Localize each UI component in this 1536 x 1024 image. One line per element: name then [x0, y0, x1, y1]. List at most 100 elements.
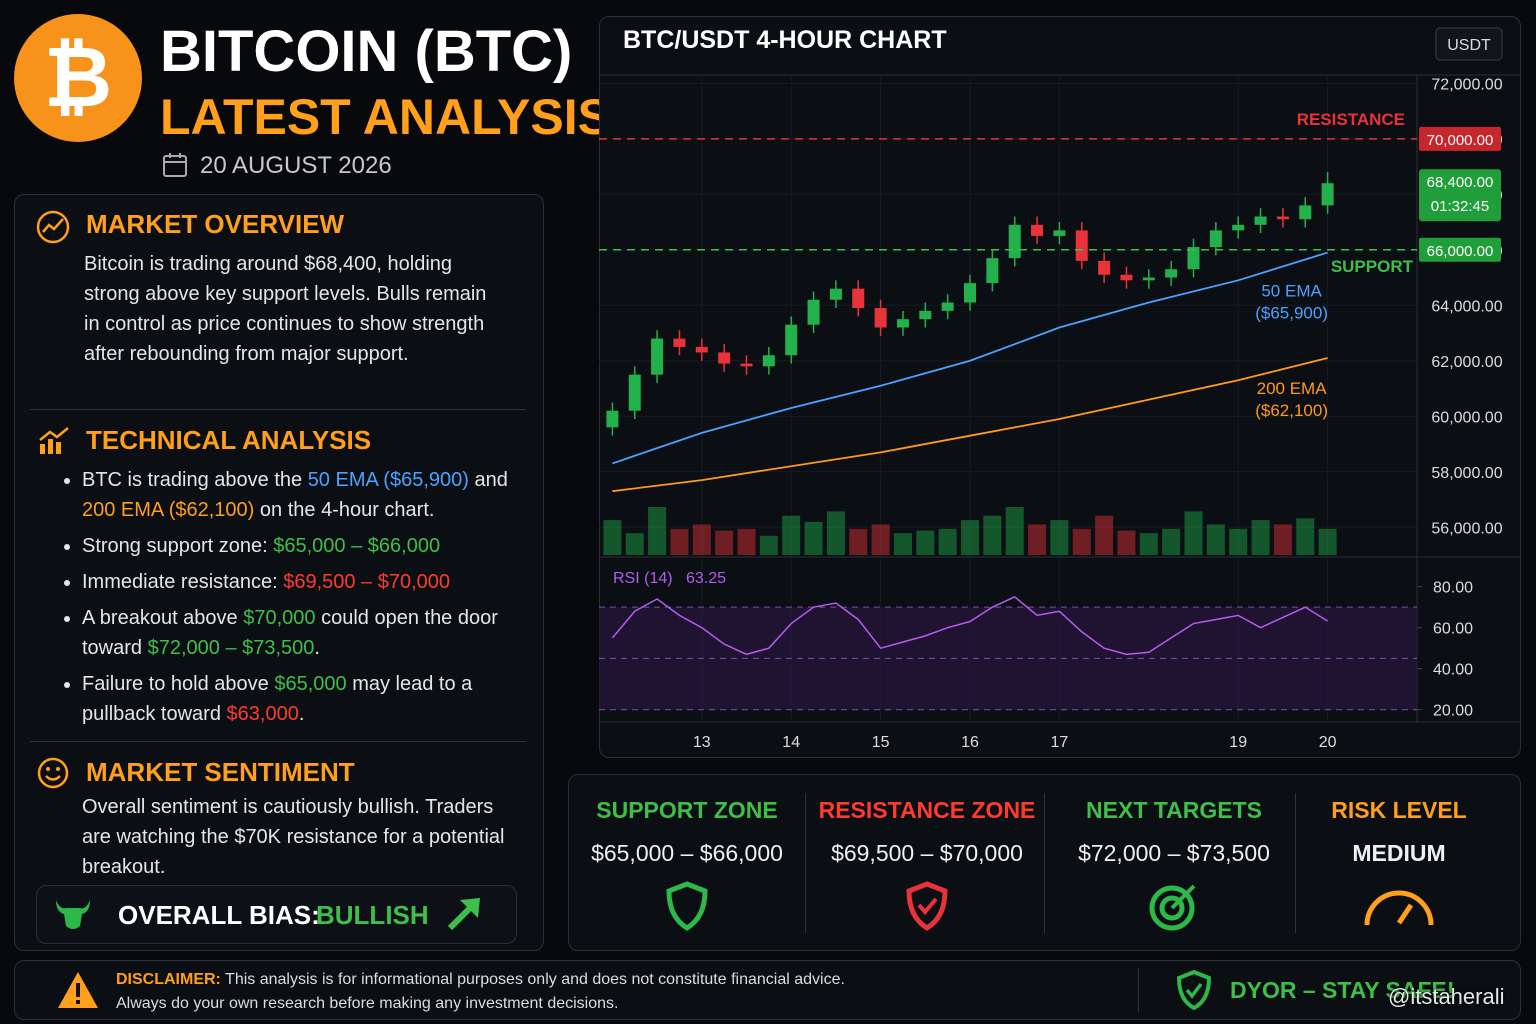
stat-value: $72,000 – $73,500	[1078, 840, 1270, 866]
volume-bar	[1095, 515, 1114, 555]
bullet: Strong support zone: $65,000 – $66,000	[82, 531, 537, 561]
disclaimer-label: DISCLAIMER:	[116, 971, 221, 988]
bullet: Failure to hold above $65,000 may lead t…	[82, 669, 537, 729]
x-tick-label: 19	[1229, 734, 1247, 751]
ema-label: 200 EMA	[1257, 379, 1328, 398]
bullet: Immediate resistance: $69,500 – $70,000	[82, 567, 537, 597]
bullet-text: Failure to hold above	[82, 673, 275, 695]
stat-title: RISK LEVEL	[1331, 797, 1467, 823]
candle-body	[829, 288, 842, 300]
volume-bar	[670, 528, 689, 555]
rsi-label: RSI (14)	[613, 570, 673, 587]
bullet-text: could open the door toward	[82, 607, 504, 659]
bullet-text: Immediate resistance:	[82, 571, 284, 593]
rsi-tick-label: 60.00	[1433, 621, 1473, 638]
volume-bar	[849, 528, 868, 555]
price-tag-label: 68,400.00	[1427, 174, 1494, 191]
title: BITCOIN (BTC)	[160, 19, 573, 84]
overview-icon	[36, 210, 70, 244]
stats-panel: SUPPORT ZONE $65,000 – $66,000 RESISTANCE…	[568, 774, 1521, 951]
candle-body	[606, 410, 619, 428]
ema-value: ($62,100)	[1255, 401, 1328, 420]
candle-body	[740, 363, 753, 367]
y-tick-label: 56,000.00	[1431, 520, 1502, 537]
rsi-tick-label: 20.00	[1433, 703, 1473, 720]
candle-body	[651, 338, 664, 375]
volume-bar	[1072, 528, 1091, 555]
candle-body	[628, 374, 641, 411]
stat-card: NEXT TARGETS $72,000 – $73,500	[1056, 775, 1292, 951]
chart-title: BTC/USDT 4-HOUR CHART	[623, 26, 947, 54]
volume-bar	[804, 521, 823, 555]
candle-body	[1165, 269, 1178, 278]
candle-body	[1098, 260, 1111, 275]
stat-title: SUPPORT ZONE	[596, 797, 778, 823]
stat-value: $65,000 – $66,000	[591, 840, 783, 866]
candle-body	[1120, 274, 1133, 281]
candle-body	[718, 352, 731, 364]
shield-icon	[1176, 970, 1212, 1010]
y-tick-label: 72,000.00	[1431, 76, 1502, 93]
x-tick-label: 15	[872, 734, 890, 751]
separator	[1044, 793, 1045, 933]
candle-body	[1031, 224, 1044, 236]
volume-bar	[961, 520, 980, 555]
price-countdown: 01:32:45	[1431, 198, 1489, 215]
x-tick-label: 13	[693, 734, 711, 751]
bullet-text: A breakout above	[82, 607, 244, 629]
date: 20 AUGUST 2026	[200, 152, 392, 179]
dyor-badge: DYOR – STAY SAFE!	[1230, 977, 1455, 1003]
section-title: TECHNICAL ANALYSIS	[86, 425, 372, 455]
x-tick-label: 14	[782, 734, 800, 751]
volume-bar	[603, 520, 622, 555]
currency: USDT	[1447, 37, 1491, 54]
candle-body	[964, 283, 977, 303]
rsi-tick-label: 40.00	[1433, 662, 1473, 679]
volume-bar	[1318, 528, 1337, 555]
shield-icon	[666, 881, 708, 931]
divider	[30, 741, 526, 742]
candle-body	[1276, 216, 1289, 220]
bullet-text: $72,000 – $73,500	[147, 637, 315, 659]
candle-body	[1008, 224, 1021, 259]
stat-title: RESISTANCE ZONE	[818, 797, 1036, 823]
volume-bar	[782, 515, 801, 555]
volume-bar	[916, 530, 935, 555]
bullet-text: 50 EMA ($65,900)	[307, 469, 469, 491]
bull-icon	[56, 900, 90, 929]
disclaimer-bar	[14, 960, 1521, 1020]
volume-bar	[759, 535, 778, 555]
rsi-line	[611, 596, 1328, 656]
volume-bar	[1028, 524, 1047, 555]
support-tag	[1419, 237, 1501, 262]
bullet-text: 200 EMA ($62,100)	[82, 499, 255, 521]
ema-value: ($65,900)	[1255, 304, 1328, 323]
volume-bar	[1251, 520, 1270, 555]
candle-body	[986, 258, 999, 284]
volume-bar	[692, 524, 711, 555]
volume-bar	[1005, 507, 1024, 555]
volume-bar	[1162, 528, 1181, 555]
technical-bullets: BTC is trading above the 50 EMA ($65,900…	[62, 465, 537, 735]
y-tick-label: 64,000.00	[1431, 298, 1502, 315]
bullet-text: $65,000	[274, 673, 347, 695]
volume-bar	[1117, 530, 1136, 555]
bullet-text: .	[314, 637, 320, 659]
bullet-text: .	[298, 703, 305, 725]
candle-body	[1142, 277, 1155, 281]
candle-body	[807, 299, 820, 325]
volume-bar	[715, 530, 734, 555]
candle-body	[1187, 247, 1200, 270]
overview-text: Bitcoin is trading around $68,400, holdi…	[84, 253, 487, 365]
volume-bar	[1296, 518, 1315, 555]
volume-bar	[737, 528, 756, 555]
gauge-icon	[1364, 890, 1434, 926]
volume-bar	[625, 533, 644, 555]
bullet-text: and	[468, 469, 514, 491]
bias-value: BULLISH	[316, 900, 429, 930]
separator	[1295, 793, 1296, 933]
volume-bar	[1273, 524, 1292, 555]
stat-value: $69,500 – $70,000	[831, 840, 1023, 866]
bullet: BTC is trading above the 50 EMA ($65,900…	[82, 465, 537, 525]
candle-body	[695, 346, 708, 353]
